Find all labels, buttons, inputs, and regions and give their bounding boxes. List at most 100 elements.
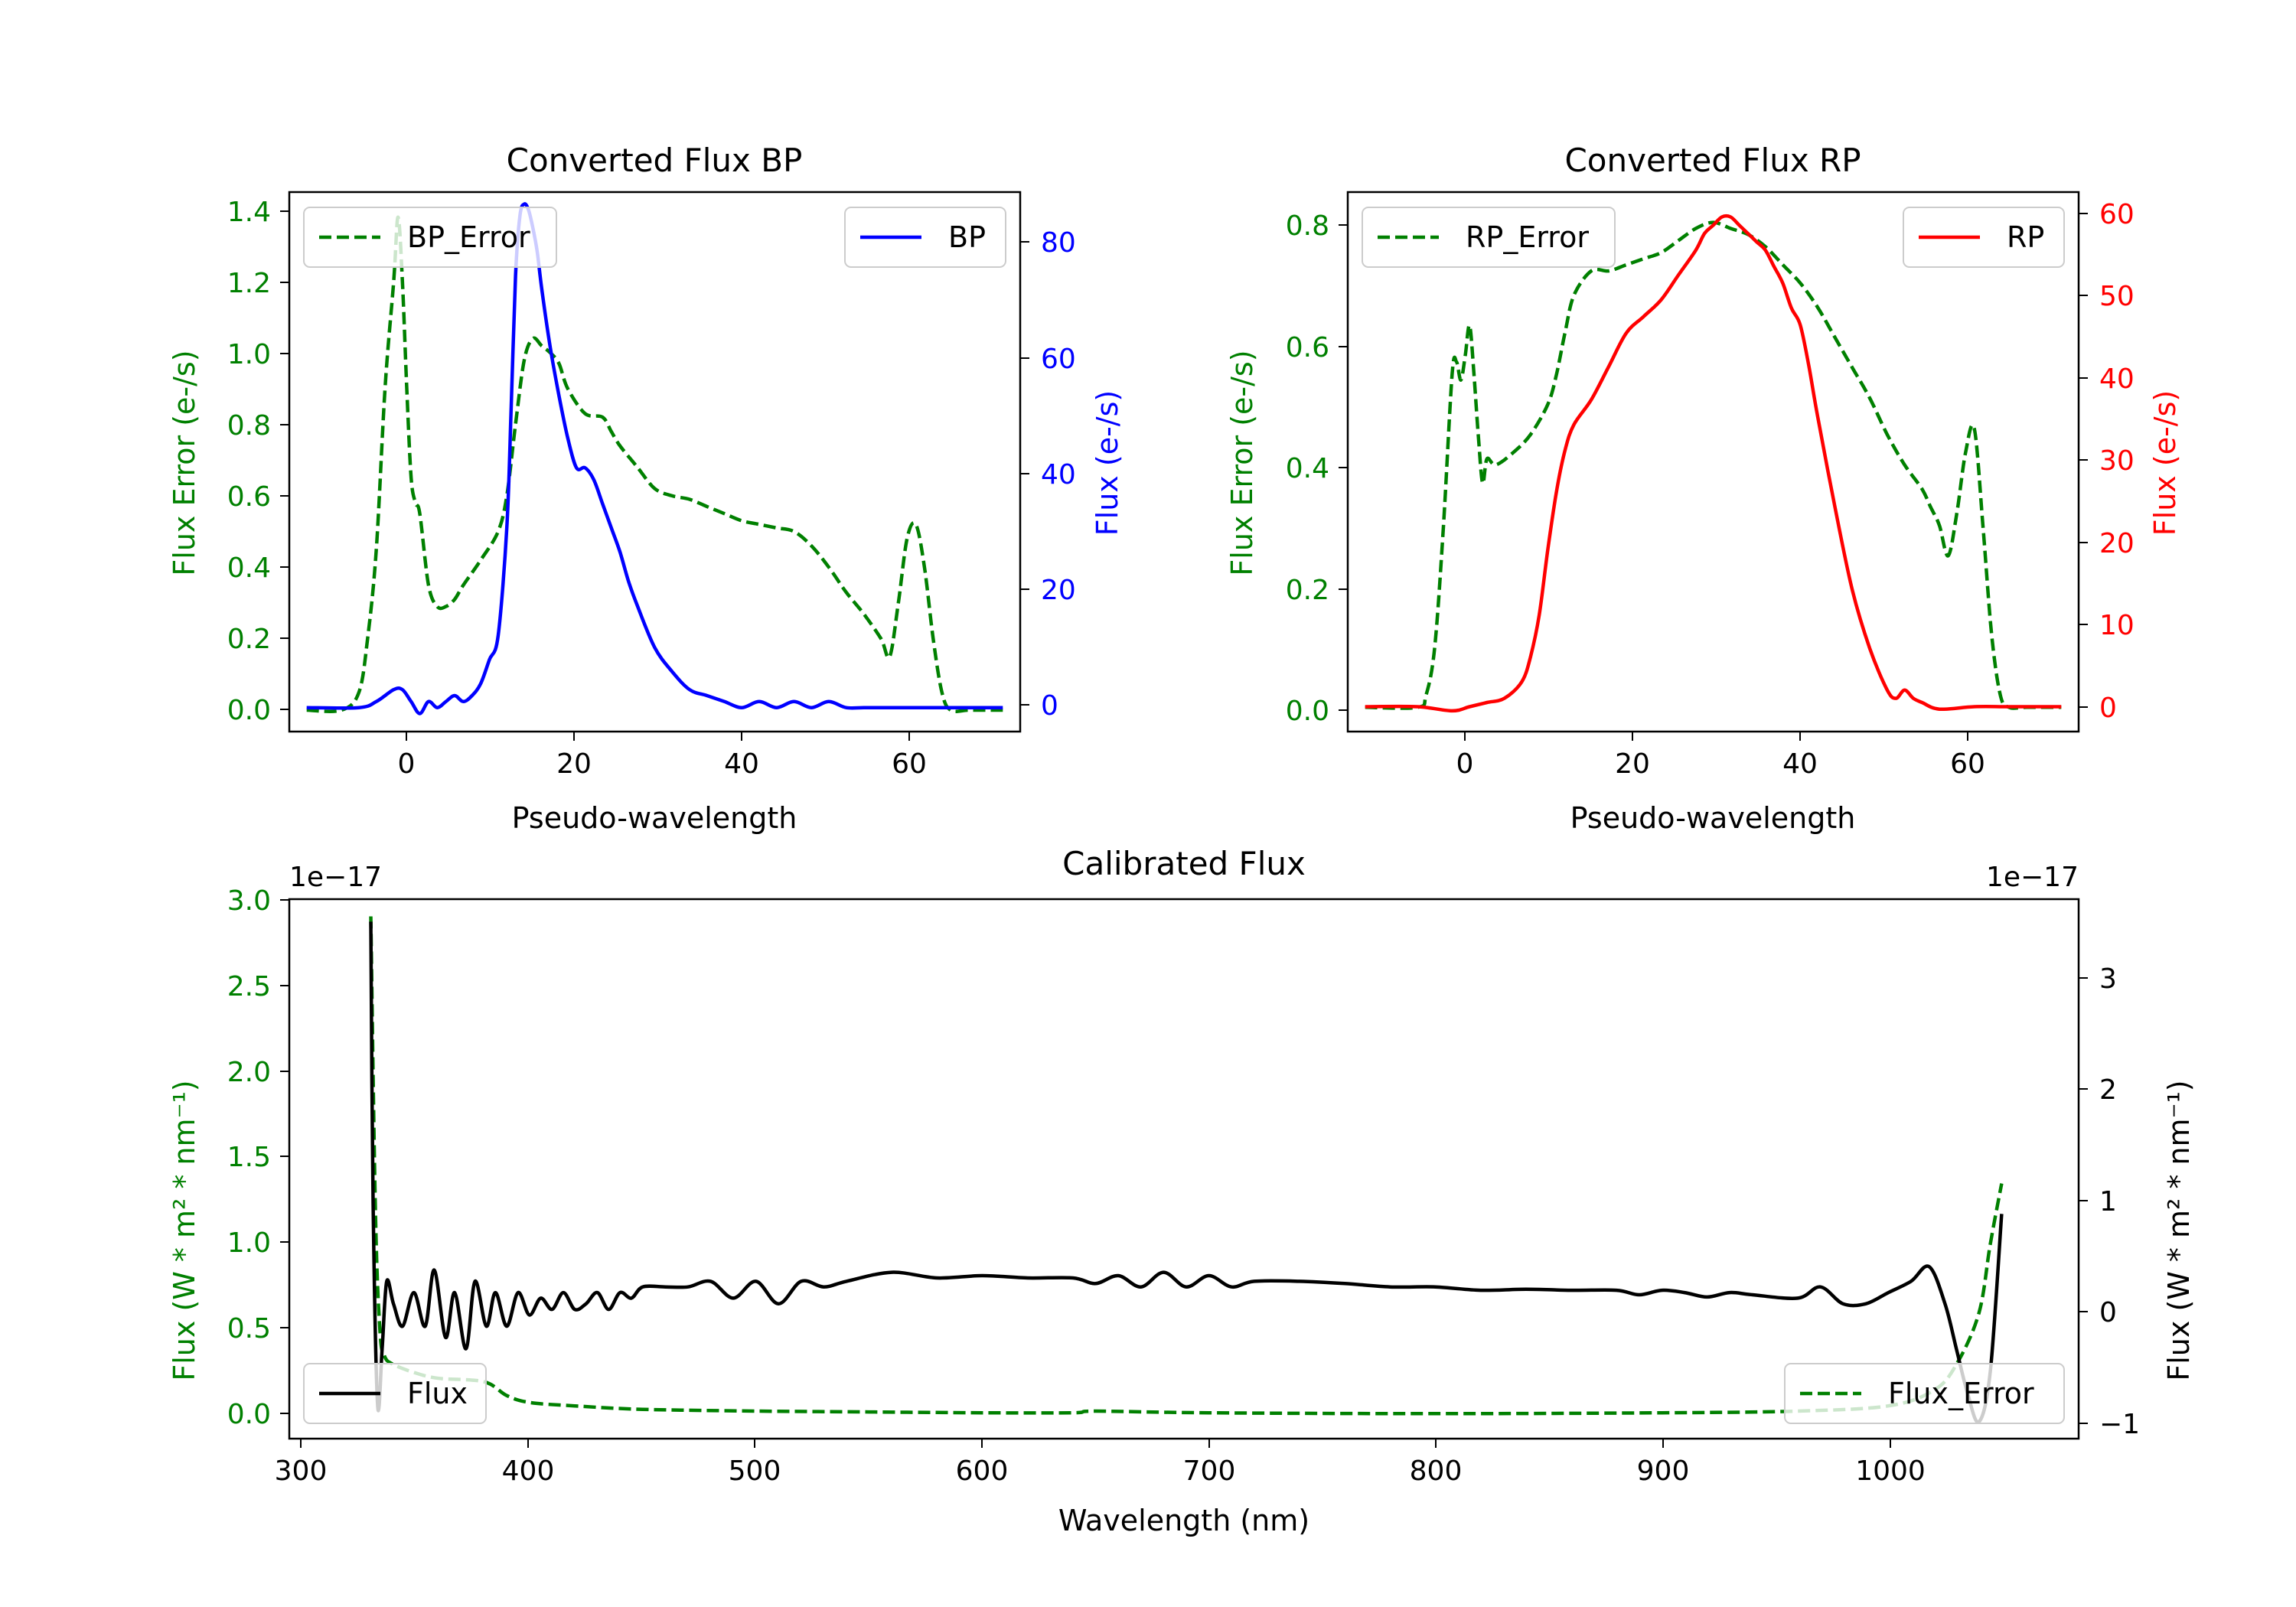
cal-plot-frame (288, 898, 2080, 1440)
rp-legend-right: RP (1903, 207, 2065, 268)
rp-legend-right-label: RP (2007, 220, 2044, 254)
rp-right-ytick-label: 10 (2099, 610, 2135, 641)
rp-legend-left-box (1362, 207, 1616, 268)
bp-left-ytick-label: 0.2 (227, 624, 271, 655)
rp-left-ytick-label: 0.6 (1286, 332, 1329, 363)
bp-left-ytick-label: 1.2 (227, 268, 271, 299)
rp-left-ytick-label: 0.4 (1286, 453, 1329, 484)
rp-right-ytick-label: 60 (2099, 199, 2135, 230)
rp-right-ytick-label: 0 (2099, 693, 2117, 724)
rp-error-series-line (1365, 220, 2062, 710)
bp-left-ytick-label: 0.6 (227, 481, 271, 513)
cal-xlabel: Wavelength (nm) (1058, 1504, 1309, 1537)
rp-xlabel: Pseudo-wavelength (1570, 801, 1856, 835)
cal-left-ytick-label: 1.0 (227, 1227, 271, 1259)
rp-panel: Converted Flux RP Pseudo-wavelength Flux… (1225, 142, 2182, 835)
rp-xtick-label: 40 (1782, 748, 1818, 780)
bp-left-axis-label: Flux Error (e-/s) (168, 350, 201, 575)
cal-legend-left: Flux (303, 1363, 487, 1424)
cal-left-offset-label: 1e−17 (289, 862, 382, 893)
cal-xtick-label: 700 (1183, 1455, 1236, 1487)
rp-left-ytick-label: 0.8 (1286, 210, 1329, 242)
cal-right-offset-label: 1e−17 (1986, 862, 2079, 893)
bp-plot-frame (288, 191, 1022, 733)
cal-legend-left-label: Flux (407, 1377, 468, 1410)
rp-legend-left-label: RP_Error (1466, 220, 1589, 254)
rp-right-ytick-label: 30 (2099, 445, 2135, 477)
cal-legend-right-label: Flux_Error (1888, 1377, 2034, 1410)
cal-xtick-label: 500 (729, 1455, 781, 1487)
bp-legend-right-label: BP (948, 220, 986, 254)
rp-xticks: 0 20 40 60 (1456, 732, 1985, 780)
cal-right-axis-label: Flux (W * m² * nm⁻¹) (2162, 1080, 2196, 1380)
cal-left-ytick-label: 0.0 (227, 1399, 271, 1430)
rp-xtick-label: 20 (1615, 748, 1650, 780)
bp-xtick-label: 0 (398, 748, 416, 780)
bp-xtick-label: 60 (892, 748, 927, 780)
rp-left-ytick-label: 0.0 (1286, 696, 1329, 727)
bp-right-ytick-label: 40 (1041, 459, 1076, 491)
cal-right-yticks: −1 0 1 2 3 (2079, 963, 2140, 1440)
cal-xtick-label: 300 (275, 1455, 328, 1487)
bp-right-ytick-label: 60 (1041, 344, 1076, 375)
cal-xtick-label: 900 (1637, 1455, 1690, 1487)
bp-left-ytick-label: 1.0 (227, 339, 271, 370)
cal-xtick-label: 1000 (1855, 1455, 1926, 1487)
rp-left-axis-label: Flux Error (e-/s) (1225, 350, 1259, 575)
bp-error-series-line (306, 215, 1003, 713)
rp-right-ytick-label: 20 (2099, 528, 2135, 559)
cal-title: Calibrated Flux (1062, 845, 1306, 882)
bp-xlabel: Pseudo-wavelength (512, 801, 797, 835)
cal-left-ytick-label: 1.5 (227, 1142, 271, 1173)
cal-right-ytick-label: 1 (2099, 1186, 2117, 1217)
rp-right-ytick-label: 40 (2099, 363, 2135, 395)
bp-left-yticks: 0.0 0.2 0.4 0.6 0.8 1.0 1.2 1.4 (227, 197, 289, 726)
bp-left-ytick-label: 0.0 (227, 695, 271, 726)
cal-xtick-label: 800 (1410, 1455, 1463, 1487)
rp-xtick-label: 0 (1456, 748, 1474, 780)
bp-left-ytick-label: 0.4 (227, 553, 271, 584)
bp-panel: Converted Flux BP Pseudo-wavelength Flux… (168, 142, 1124, 835)
rp-title: Converted Flux RP (1564, 142, 1861, 179)
bp-flux-series-line (306, 202, 1003, 715)
bp-right-yticks: 0 20 40 60 80 (1020, 227, 1076, 722)
cal-panel: Calibrated Flux Wavelength (nm) 1e−17 1e… (168, 845, 2196, 1537)
rp-xtick-label: 60 (1950, 748, 1985, 780)
cal-right-ytick-label: 0 (2099, 1297, 2117, 1328)
cal-right-ytick-label: −1 (2099, 1409, 2140, 1440)
cal-right-ytick-label: 3 (2099, 963, 2117, 995)
cal-left-ytick-label: 2.5 (227, 971, 271, 1002)
rp-legend-right-box (1903, 207, 2065, 268)
rp-right-ytick-label: 50 (2099, 281, 2135, 312)
cal-xticks: 300 400 500 600 700 800 900 1000 (275, 1439, 1926, 1487)
bp-xtick-label: 20 (556, 748, 592, 780)
bp-right-ytick-label: 20 (1041, 575, 1076, 606)
bp-legend-left-label: BP_Error (407, 220, 530, 254)
rp-left-yticks: 0.0 0.2 0.4 0.6 0.8 (1286, 210, 1348, 727)
cal-left-ytick-label: 3.0 (227, 885, 271, 917)
cal-right-ytick-label: 2 (2099, 1074, 2117, 1106)
cal-legend-right: Flux_Error (1784, 1363, 2065, 1424)
rp-left-ytick-label: 0.2 (1286, 575, 1329, 606)
cal-xtick-label: 400 (502, 1455, 555, 1487)
bp-right-ytick-label: 0 (1041, 690, 1058, 722)
cal-left-ytick-label: 2.0 (227, 1057, 271, 1088)
cal-flux-series-line (369, 921, 2004, 1424)
cal-left-yticks: 0.0 0.5 1.0 1.5 2.0 2.5 3.0 (227, 885, 289, 1430)
cal-left-ytick-label: 0.5 (227, 1313, 271, 1345)
bp-right-ytick-label: 80 (1041, 227, 1076, 259)
bp-xticks: 0 20 40 60 (398, 732, 927, 780)
bp-left-ytick-label: 1.4 (227, 197, 271, 228)
cal-xtick-label: 600 (956, 1455, 1009, 1487)
cal-flux-error-series-line (369, 916, 2004, 1416)
rp-legend-left: RP_Error (1362, 207, 1616, 268)
bp-legend-left-box (303, 207, 557, 268)
bp-right-axis-label: Flux (e-/s) (1091, 390, 1124, 536)
bp-xtick-label: 40 (724, 748, 759, 780)
bp-title: Converted Flux BP (507, 142, 803, 179)
rp-flux-series-line (1365, 214, 2062, 713)
cal-legend-left-box (303, 1363, 487, 1424)
bp-legend-right: BP (844, 207, 1006, 268)
